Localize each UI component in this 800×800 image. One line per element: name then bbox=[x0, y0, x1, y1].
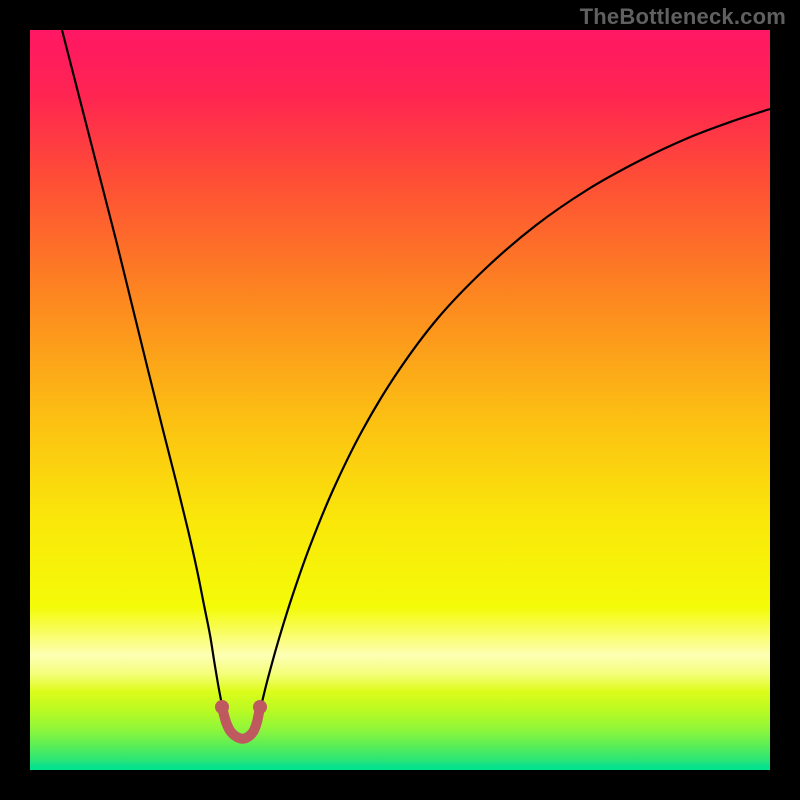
gradient-background bbox=[30, 30, 770, 770]
chart-container: TheBottleneck.com bbox=[0, 0, 800, 800]
valley-dot-left bbox=[215, 700, 229, 714]
chart-svg bbox=[30, 30, 770, 770]
watermark-text: TheBottleneck.com bbox=[580, 4, 786, 30]
plot-area bbox=[30, 30, 770, 770]
valley-dot-right bbox=[253, 700, 267, 714]
